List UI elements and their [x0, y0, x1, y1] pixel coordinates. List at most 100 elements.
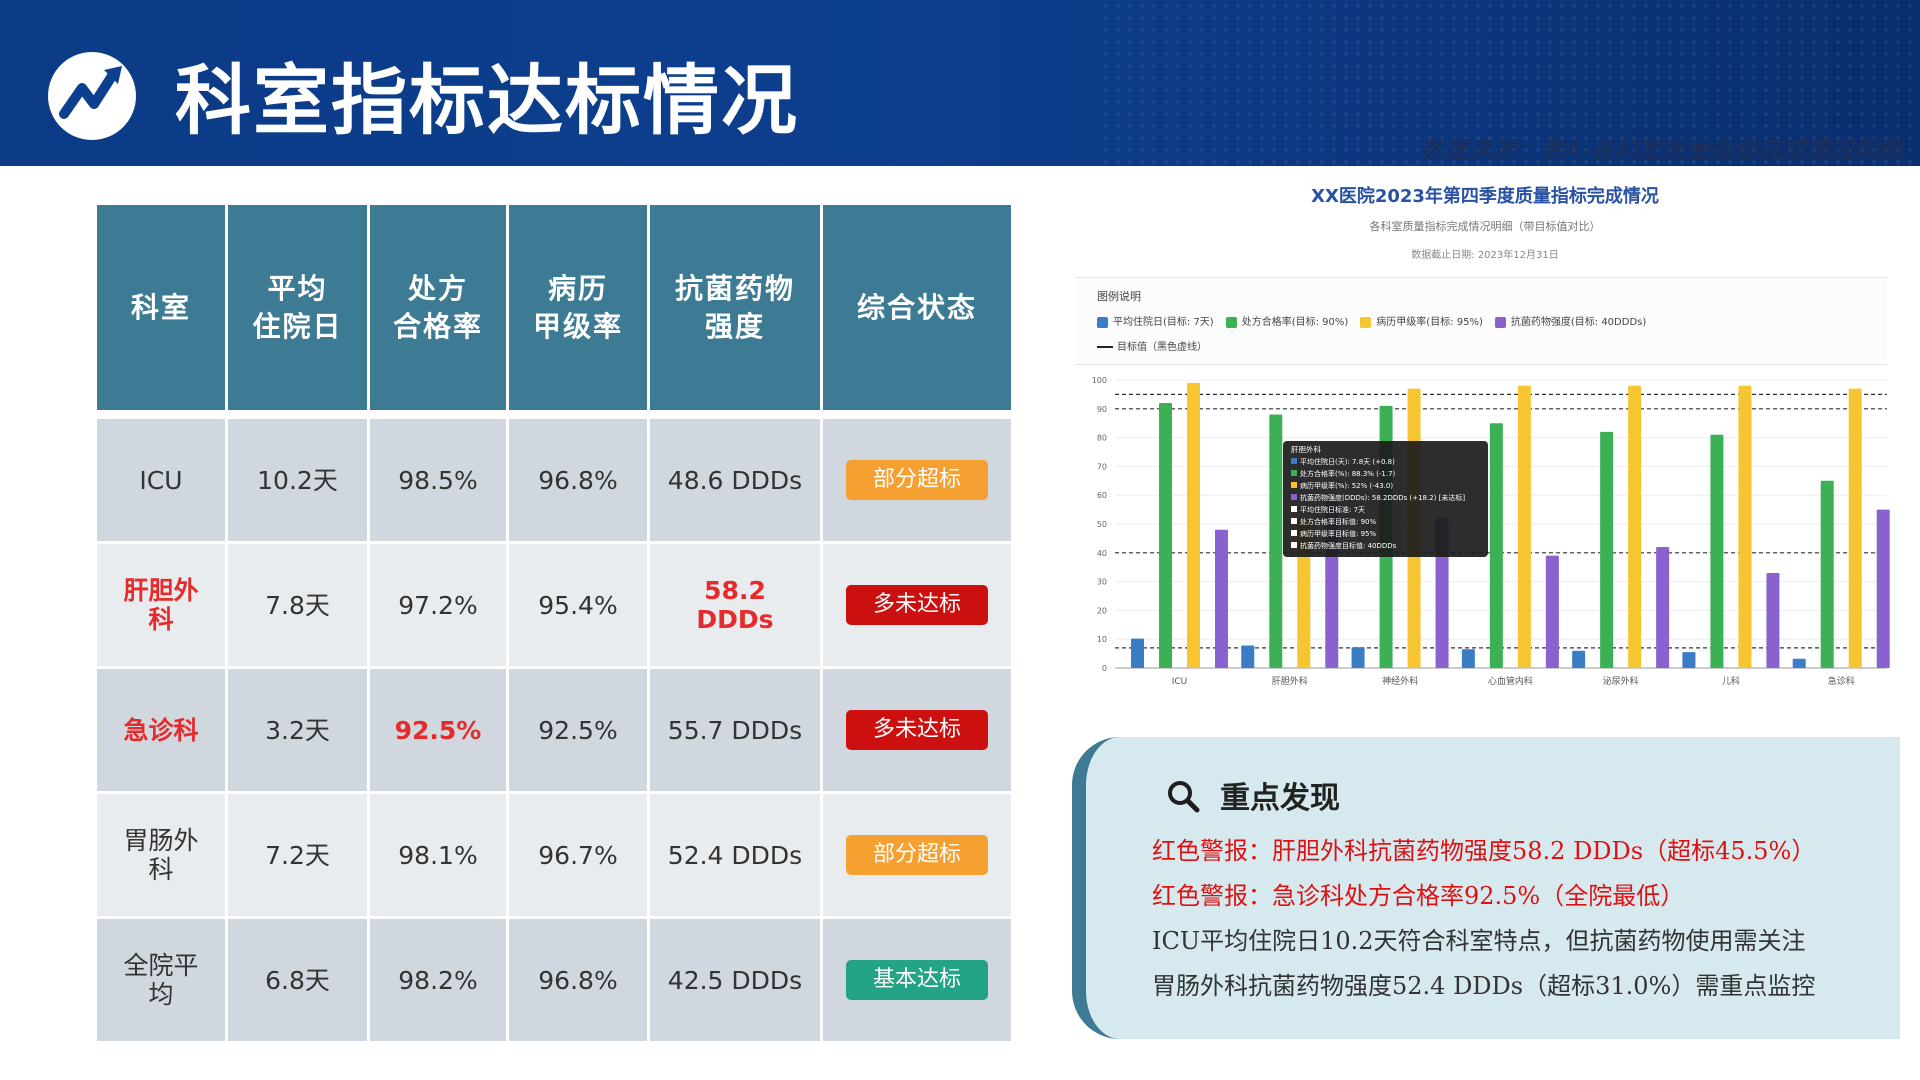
column-header: 处方 合格率 [370, 205, 509, 410]
table-row: 肝胆外科 7.8天 97.2% 95.4% 58.2 DDDs 多未达标 [97, 544, 1011, 666]
status-badge: 多未达标 [846, 585, 988, 625]
table-row: ICU 10.2天 98.5% 96.8% 48.6 DDDs 部分超标 [97, 419, 1011, 541]
tooltip-swatch [1291, 530, 1297, 536]
table-row: 全院平均 6.8天 98.2% 96.8% 42.5 DDDs 基本达标 [97, 919, 1011, 1041]
x-tick-label: 急诊科 [1828, 675, 1855, 687]
bar [1489, 423, 1503, 668]
x-tick-label: ICU [1172, 677, 1188, 687]
legend-swatch [1097, 316, 1108, 328]
cell-dept: 急诊科 [97, 669, 228, 791]
y-tick-label: 100 [1092, 376, 1107, 385]
x-tick-label: 泌尿外科 [1603, 675, 1639, 687]
cell-record: 96.8% [509, 919, 650, 1041]
bar [1572, 650, 1586, 668]
tooltip-swatch [1291, 494, 1297, 500]
finding-alert: 红色警报：急诊科处方合格率92.5%（全院最低） [1152, 882, 1685, 910]
tooltip-swatch [1291, 518, 1297, 524]
x-tick-label: 心血管内科 [1488, 675, 1533, 687]
legend-item[interactable]: 平均住院日(目标: 7天) [1097, 313, 1214, 328]
key-findings-panel: 重点发现 红色警报：肝胆外科抗菌药物强度58.2 DDDs（超标45.5%） 红色… [1072, 737, 1900, 1039]
bar [1710, 434, 1724, 668]
cell-status: 多未达标 [823, 669, 1011, 791]
bar [1159, 403, 1172, 668]
cell-record: 96.7% [509, 794, 650, 916]
bar [1738, 385, 1752, 668]
y-tick-label: 70 [1097, 462, 1107, 471]
finding-item: 胃肠外科抗菌药物强度52.4 DDDs（超标31.0%）需重点监控 [1152, 972, 1816, 1000]
tooltip-line: 抗菌药物强度(DDDs): 58.2DDDs (+18.2) [未达标] [1300, 493, 1465, 502]
x-tick-label: 肝胆外科 [1272, 675, 1308, 687]
tooltip-line: 处方合格率(%): 88.3% (-1.7) [1300, 469, 1396, 478]
cell-dept: 肝胆外科 [97, 544, 228, 666]
page-header: 科室指标达标情况 数据来源：表A-各科室质量指标完成情况明细 [0, 0, 1920, 166]
cell-rx: 92.5% [370, 669, 509, 791]
y-tick-label: 0 [1102, 664, 1107, 673]
legend-item[interactable]: 病历甲级率(目标: 95%) [1360, 313, 1483, 328]
status-badge: 部分超标 [846, 835, 988, 875]
y-tick-label: 40 [1097, 549, 1107, 558]
finding-alert: 红色警报：肝胆外科抗菌药物强度58.2 DDDs（超标45.5%） [1152, 837, 1816, 865]
tooltip-swatch [1291, 506, 1297, 512]
bar [1131, 638, 1144, 668]
cell-los: 7.2天 [228, 794, 370, 916]
search-icon [1168, 781, 1200, 813]
findings-title: 重点发现 [1220, 781, 1340, 816]
tooltip-swatch [1291, 542, 1297, 548]
legend-label: 平均住院日(目标: 7天) [1113, 317, 1214, 328]
legend-target-row: 目标值（黑色虚线） [1097, 338, 1207, 353]
bar [1848, 388, 1862, 668]
bar [1876, 509, 1890, 668]
cell-rx: 97.2% [370, 544, 509, 666]
legend-label: 处方合格率(目标: 90%) [1241, 317, 1349, 328]
cell-antibiotic: 42.5 DDDs [650, 919, 823, 1041]
bar [1600, 431, 1614, 668]
tooltip-swatch [1291, 482, 1297, 488]
legend-item[interactable]: 抗菌药物强度(目标: 40DDDs) [1494, 313, 1647, 328]
column-header: 病历 甲级率 [509, 205, 650, 410]
bar [1820, 480, 1834, 668]
data-source-note: 数据来源：表A-各科室质量指标完成情况明细 [1420, 136, 1902, 164]
cell-status: 部分超标 [823, 419, 1011, 541]
y-tick-label: 20 [1097, 606, 1107, 615]
cell-dept: ICU [97, 419, 228, 541]
cell-dept: 全院平均 [97, 919, 228, 1041]
target-line-swatch [1097, 346, 1113, 348]
tooltip-line: 病历甲级率目标值: 95% [1300, 529, 1376, 538]
cell-record: 95.4% [509, 544, 650, 666]
quality-indicator-chart: XX医院2023年第四季度质量指标完成情况 各科室质量指标完成情况明细（带目标值… [1075, 182, 1895, 722]
cell-rx: 98.2% [370, 919, 509, 1041]
y-tick-label: 10 [1097, 635, 1107, 644]
table-row: 胃肠外科 7.2天 98.1% 96.7% 52.4 DDDs 部分超标 [97, 794, 1011, 916]
legend-swatch [1360, 316, 1372, 328]
cell-status: 部分超标 [823, 794, 1011, 916]
bar [1215, 529, 1228, 668]
y-tick-label: 90 [1097, 405, 1107, 414]
department-indicator-table: 科室 平均 住院日 处方 合格率 病历 甲级率 抗菌药物 强度 综合状态 ICU 10.2天 98.5… [97, 205, 1011, 1041]
x-tick-label: 儿科 [1722, 675, 1740, 687]
bar [1792, 658, 1806, 668]
bar [1461, 649, 1475, 668]
legend-label: 病历甲级率(目标: 95%) [1376, 317, 1483, 328]
cell-record: 92.5% [509, 669, 650, 791]
tooltip-line: 抗菌药物强度目标值: 40DDDs [1300, 541, 1397, 550]
cell-los: 10.2天 [228, 419, 370, 541]
header-dot-pattern [1100, 0, 1920, 166]
bar [1766, 572, 1780, 668]
bar [1517, 385, 1531, 668]
tooltip-swatch [1291, 470, 1297, 476]
tooltip-line: 病历甲级率(%): 52% (-43.0) [1300, 481, 1393, 490]
cell-antibiotic: 48.6 DDDs [650, 419, 823, 541]
page-title: 科室指标达标情况 [175, 56, 799, 145]
cell-record: 96.8% [509, 419, 650, 541]
x-tick-label: 神经外科 [1382, 675, 1418, 687]
cell-status: 基本达标 [823, 919, 1011, 1041]
legend-item[interactable]: 处方合格率(目标: 90%) [1225, 313, 1349, 328]
legend-target-label: 目标值（黑色虚线） [1117, 342, 1207, 353]
legend-label: 抗菌药物强度(目标: 40DDDs) [1510, 317, 1647, 328]
status-badge: 部分超标 [846, 460, 988, 500]
cell-los: 3.2天 [228, 669, 370, 791]
cell-dept: 胃肠外科 [97, 794, 228, 916]
legend-swatch [1494, 316, 1506, 328]
trend-logo-icon [48, 52, 136, 140]
